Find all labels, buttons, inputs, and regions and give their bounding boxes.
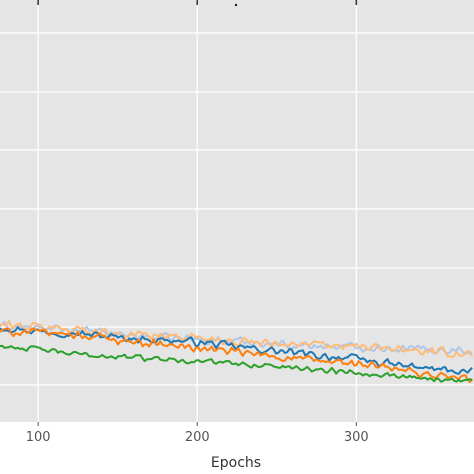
x-tick-label: 300 (344, 430, 369, 445)
series-line (0, 344, 473, 383)
x-axis-label: Epochs (211, 455, 261, 471)
x-axis: 100 200 300 (26, 0, 369, 445)
stray-dot (234, 3, 238, 7)
series-line (0, 320, 474, 359)
x-tick-label: 100 (26, 430, 51, 445)
x-tick-label: 200 (185, 430, 210, 445)
series-lines (0, 320, 474, 384)
series-line (0, 327, 473, 384)
plot-background (0, 0, 474, 422)
